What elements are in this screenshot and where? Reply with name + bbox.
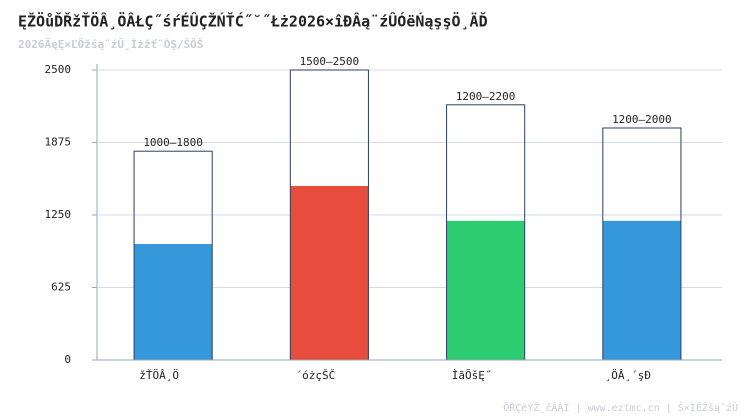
bar-low xyxy=(134,244,213,360)
x-tick-label: žŤÖÂ¸Ö xyxy=(139,369,179,382)
y-tick-label: 1875 xyxy=(45,136,72,149)
y-tick-label: 0 xyxy=(64,353,71,366)
y-tick-label: 2500 xyxy=(45,63,72,76)
bar-low xyxy=(290,186,369,360)
range-label: 1000–1800 xyxy=(143,136,203,149)
range-label: 1200–2000 xyxy=(612,113,672,126)
chart-title: ĘŽÖůĎŘžŤÖÂ¸ÖÂŁÇ˝śŕÉÛÇŽŃŤĆ˝˘˝Łż2026×îĐÂą¨… xyxy=(18,12,488,31)
bar-low xyxy=(602,220,681,360)
x-tick-label: ÌãÕšĘ˝ xyxy=(452,369,492,382)
x-tick-label: ´óżçŠČ xyxy=(296,369,336,382)
bar-low xyxy=(446,220,525,360)
footer: ÕŔÇëÝŽ¸ĉÂÁÌ | www.eztmc.cn | Š×ÌĚŽšą¨źÛ xyxy=(503,401,738,414)
chart-subtitle: 2026ÄęĘ×ĽÖžśą¨źÛ¸Ìżžť¨ÓŞ/ŠÖŠ xyxy=(18,37,203,51)
range-label: 1500–2500 xyxy=(300,55,360,68)
x-tick-label: ¸ÖÂ¸´şĐ xyxy=(605,369,651,382)
y-tick-label: 625 xyxy=(51,281,71,294)
range-label: 1200–2200 xyxy=(456,90,516,103)
y-tick-label: 1250 xyxy=(45,208,72,221)
